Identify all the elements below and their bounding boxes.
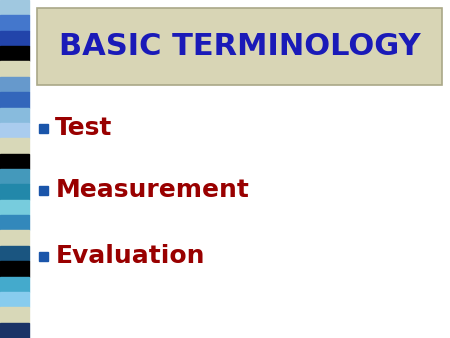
Bar	[0, 200, 29, 215]
Bar	[0, 246, 29, 261]
Bar	[0, 231, 29, 246]
Bar	[0, 184, 29, 200]
Bar	[0, 138, 29, 154]
Bar	[0, 46, 29, 62]
Text: BASIC TERMINOLOGY: BASIC TERMINOLOGY	[59, 32, 420, 61]
Bar	[0, 276, 29, 292]
Text: Measurement: Measurement	[55, 178, 249, 202]
FancyBboxPatch shape	[37, 8, 442, 85]
Bar	[0, 31, 29, 46]
Bar	[0, 0, 29, 15]
Bar	[0, 62, 29, 77]
Bar	[0, 15, 29, 31]
Bar	[0, 292, 29, 307]
Bar	[0, 169, 29, 184]
Bar	[0, 77, 29, 92]
Bar	[0, 307, 29, 323]
Bar	[0, 215, 29, 231]
Bar	[0, 261, 29, 276]
Bar	[39, 186, 48, 194]
Bar	[39, 251, 48, 261]
Text: Test: Test	[55, 116, 112, 140]
Bar	[0, 92, 29, 107]
Bar	[0, 323, 29, 338]
Bar	[0, 123, 29, 138]
Bar	[39, 123, 48, 132]
Bar	[0, 154, 29, 169]
Bar	[0, 107, 29, 123]
Text: Evaluation: Evaluation	[55, 244, 205, 268]
